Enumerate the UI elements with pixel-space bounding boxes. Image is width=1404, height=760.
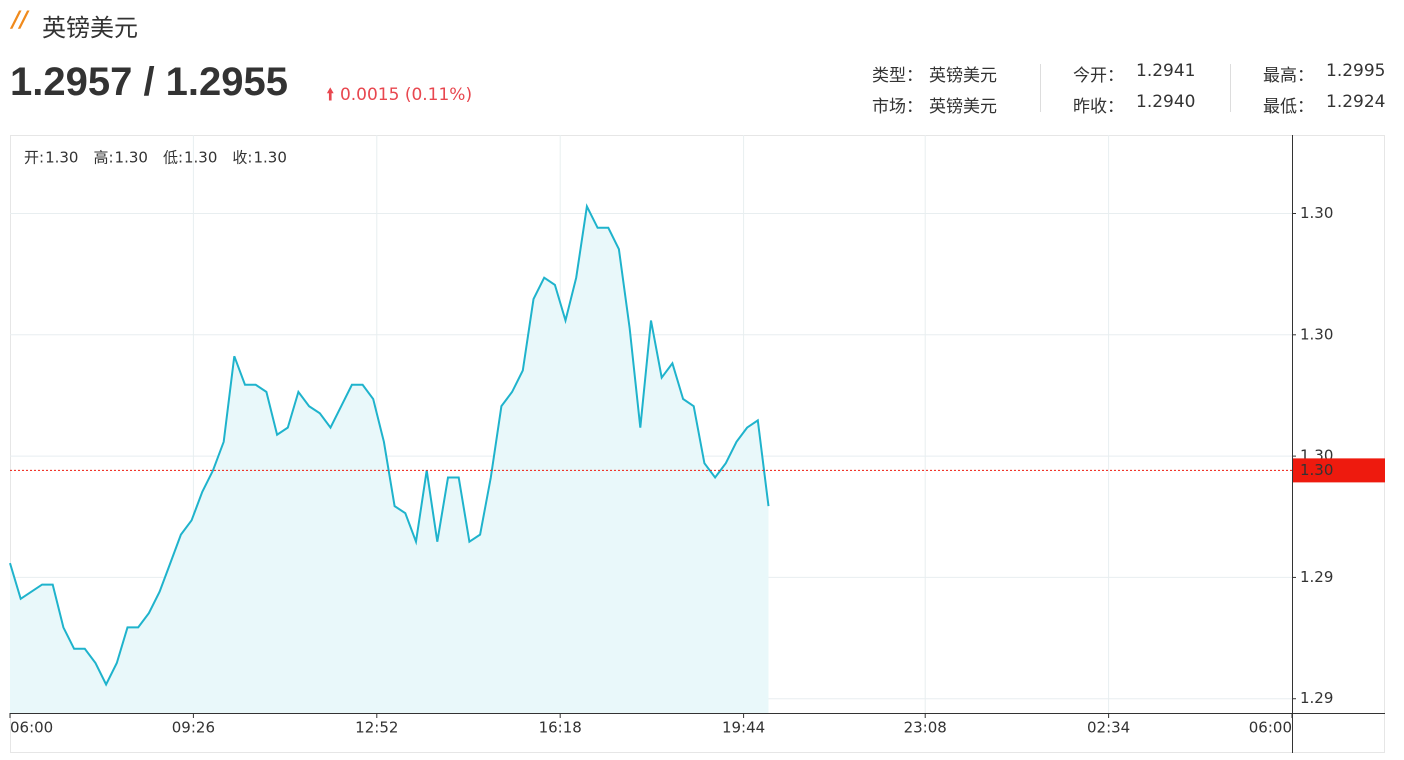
up-arrow: 🠙 bbox=[326, 85, 335, 105]
logo-icon: // bbox=[12, 8, 29, 33]
change-value: 0.0015 (0.11%) bbox=[339, 85, 473, 105]
x-tick-label: 06:00 bbox=[1249, 719, 1292, 737]
area-fill bbox=[10, 206, 769, 713]
x-tick-label: 16:18 bbox=[539, 719, 582, 737]
y-tick-label: 1.29 bbox=[1300, 689, 1333, 707]
y-tick-label: 1.30 bbox=[1300, 325, 1333, 343]
info-label: 最低： bbox=[1263, 97, 1314, 117]
info-label: 昨收： bbox=[1073, 97, 1124, 117]
info-value: 1.2941 bbox=[1136, 61, 1196, 81]
x-tick-label: 02:34 bbox=[1087, 719, 1130, 737]
x-tick-label: 19:44 bbox=[722, 719, 765, 737]
price: 1.2957 / 1.2955 bbox=[10, 60, 289, 104]
info-value: 1.2924 bbox=[1326, 92, 1386, 112]
ohlc-label: 高: bbox=[93, 149, 113, 167]
ohlc-value: 1.30 bbox=[253, 149, 286, 167]
info-value: 1.2940 bbox=[1136, 92, 1196, 112]
ohlc-value: 1.30 bbox=[184, 149, 217, 167]
ohlc-label: 低: bbox=[163, 149, 183, 167]
info-label: 今开： bbox=[1073, 66, 1124, 86]
x-tick-label: 12:52 bbox=[355, 719, 398, 737]
chart-frame bbox=[10, 135, 1385, 753]
change: 🠙 0.0015 (0.11%) bbox=[326, 82, 472, 111]
info-value: 英镑美元 bbox=[929, 66, 997, 86]
info-value: 1.2995 bbox=[1326, 61, 1386, 81]
info-value: 英镑美元 bbox=[929, 97, 997, 117]
x-tick-label: 09:26 bbox=[172, 719, 215, 737]
y-tick-label: 1.30 bbox=[1300, 204, 1333, 222]
y-tick-label: 1.29 bbox=[1300, 568, 1333, 586]
x-tick-label: 06:00 bbox=[10, 719, 53, 737]
info-label: 类型： bbox=[872, 66, 923, 86]
price-line bbox=[9, 203, 770, 687]
divider bbox=[1040, 64, 1041, 112]
info-label: 市场： bbox=[872, 97, 923, 117]
ohlc-label: 收: bbox=[232, 149, 252, 167]
last-price-box bbox=[1293, 458, 1385, 483]
ohlc-value: 1.30 bbox=[45, 149, 78, 167]
title: 英镑美元 bbox=[42, 14, 138, 42]
info-label: 最高： bbox=[1263, 66, 1314, 86]
ohlc-label: 开: bbox=[24, 149, 44, 167]
ohlc-value: 1.30 bbox=[115, 149, 148, 167]
divider bbox=[1230, 64, 1231, 112]
last-price-label: 1.30 bbox=[1300, 461, 1333, 479]
x-tick-label: 23:08 bbox=[904, 719, 947, 737]
